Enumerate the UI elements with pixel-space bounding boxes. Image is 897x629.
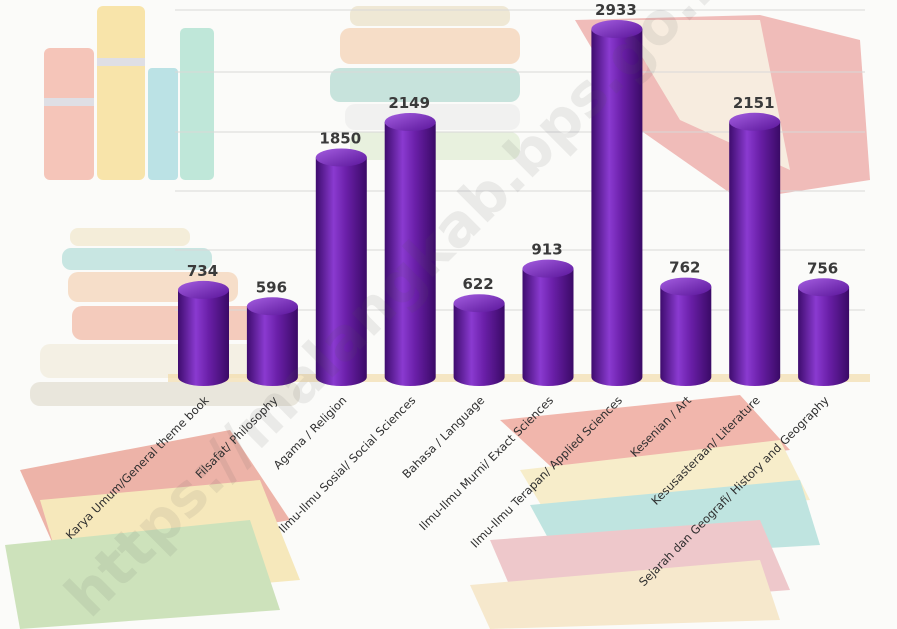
bar-0 bbox=[178, 280, 229, 386]
bar-top bbox=[246, 297, 298, 316]
bar-top bbox=[591, 20, 643, 38]
bar-top bbox=[729, 112, 781, 131]
bar-top bbox=[315, 148, 367, 167]
bar-body bbox=[522, 268, 574, 386]
bar-body bbox=[315, 157, 367, 386]
bar-body bbox=[729, 121, 781, 386]
bar-3 bbox=[384, 113, 436, 386]
value-label: 1850 bbox=[319, 129, 361, 147]
value-labels-group: 734 596 1850 2149 622 913 2933 762 2151 756 bbox=[187, 1, 838, 296]
value-label: 2151 bbox=[733, 94, 775, 112]
bars-group bbox=[178, 20, 850, 386]
value-label: 762 bbox=[669, 259, 700, 277]
bar-top bbox=[453, 294, 505, 313]
bar-top bbox=[660, 277, 712, 296]
bar-body bbox=[384, 122, 436, 386]
value-label: 622 bbox=[462, 275, 493, 293]
bar-4 bbox=[453, 294, 505, 386]
value-label: 734 bbox=[187, 262, 218, 280]
bar-body bbox=[660, 286, 712, 386]
bar-body bbox=[453, 303, 505, 386]
bar-body bbox=[798, 287, 850, 386]
bar-top bbox=[798, 278, 850, 297]
bar-top bbox=[178, 280, 229, 299]
bar-top bbox=[522, 259, 574, 278]
value-label: 2149 bbox=[388, 94, 430, 112]
bar-body bbox=[178, 289, 229, 386]
bar-body bbox=[591, 29, 643, 386]
bar-top bbox=[384, 113, 436, 132]
bar-2 bbox=[315, 148, 367, 386]
value-label: 2933 bbox=[595, 1, 637, 19]
bar-1 bbox=[246, 297, 298, 386]
bar-5 bbox=[522, 259, 574, 386]
value-label: 913 bbox=[531, 241, 562, 259]
book-illustrations bbox=[5, 6, 870, 629]
floor-band bbox=[168, 374, 870, 382]
bar-body bbox=[246, 306, 298, 386]
bar-8 bbox=[729, 112, 781, 386]
bar-9 bbox=[798, 278, 850, 386]
bar-6 bbox=[591, 20, 643, 386]
bar-7 bbox=[660, 277, 712, 386]
value-label: 756 bbox=[807, 259, 838, 277]
value-label: 596 bbox=[256, 278, 287, 296]
